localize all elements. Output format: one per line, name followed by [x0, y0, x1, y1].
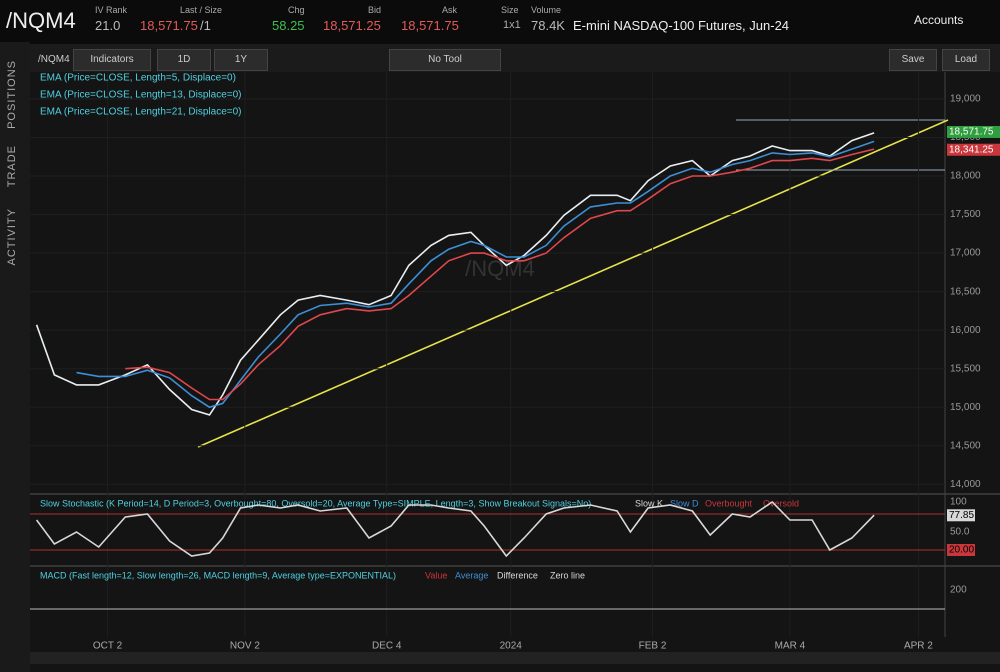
x-tick-label: NOV 2 [230, 641, 260, 652]
x-tick-label: MAR 4 [775, 641, 806, 652]
value: 18,571.75 [401, 18, 459, 33]
y-tick-label: 100 [950, 497, 967, 508]
indicator-title: MACD (Fast length=12, Slow length=26, MA… [40, 570, 396, 580]
save-button[interactable]: Save [889, 49, 937, 71]
scrollbar[interactable] [30, 652, 1000, 664]
price-marker [947, 143, 1000, 156]
series-line [76, 140, 875, 409]
value: 18,571.25 [323, 18, 381, 33]
value-marker [947, 544, 975, 556]
legend-entry: EMA (Price=CLOSE, Length=5, Displace=0) [40, 73, 236, 84]
chart: /NQM4 14,00014,50015,00015,50016,00016,5… [30, 72, 1000, 672]
value: 18,571.75 [140, 18, 198, 33]
label: Size [501, 5, 519, 15]
label: Volume [531, 5, 562, 15]
toolbar-symbol: /NQM4 [38, 54, 70, 65]
legend-entry: Zero line [550, 570, 585, 580]
legend-entry: Difference [497, 570, 538, 580]
label: Ask [442, 5, 458, 15]
price-marker [947, 125, 1000, 138]
trend-line [197, 119, 949, 448]
x-tick-label: OCT 2 [93, 641, 123, 652]
symbol: /NQM4 [6, 8, 76, 33]
legend-entry: Average [455, 570, 488, 580]
y-tick-label: 14,000 [950, 479, 981, 490]
label: Bid [368, 5, 382, 15]
y-tick-label: 18,000 [950, 171, 981, 182]
tab[interactable]: TRADE [6, 145, 18, 188]
price-marker-label: 18,341.25 [949, 144, 994, 155]
value: 1x1 [503, 19, 521, 31]
range-select[interactable]: 1Y [214, 49, 268, 71]
value: 21.0 [95, 18, 121, 33]
sidebar [0, 42, 30, 672]
legend-entry: Slow K [635, 498, 663, 508]
y-tick-label: 200 [950, 585, 967, 596]
x-tick-label: 2024 [500, 641, 523, 652]
series-line [35, 132, 875, 416]
value: 78.4K [531, 18, 565, 33]
value-marker-label: 77.85 [949, 510, 974, 521]
y-tick-label: 50.0 [950, 527, 970, 538]
label: IV Rank [95, 5, 128, 15]
description: E-mini NASDAQ-100 Futures, Jun-24 [573, 18, 790, 33]
tool-select[interactable]: No Tool [389, 49, 501, 71]
series-line [125, 148, 875, 401]
tab[interactable]: POSITIONS [6, 60, 18, 129]
legend-entry: Value [425, 570, 447, 580]
x-tick-label: DEC 4 [372, 641, 402, 652]
y-tick-label: 16,500 [950, 286, 981, 297]
x-tick-label: APR 2 [904, 641, 933, 652]
indicator-title: Slow Stochastic (K Period=14, D Period=3… [40, 498, 591, 508]
x-tick-label: FEB 2 [639, 641, 667, 652]
load-button[interactable]: Load [942, 49, 990, 71]
label: Chg [288, 5, 305, 15]
value-marker [947, 509, 975, 522]
tab[interactable]: ACTIVITY [6, 208, 18, 266]
legend-entry: EMA (Price=CLOSE, Length=13, Displace=0) [40, 90, 242, 101]
label: Last / Size [180, 5, 223, 15]
background [30, 72, 1000, 672]
legend-entry: Oversold [763, 498, 799, 508]
legend-entry: Overbought [705, 498, 753, 508]
y-tick-label: 15,500 [950, 363, 981, 374]
y-tick-label: 16,000 [950, 325, 981, 336]
y-tick-label: 14,500 [950, 440, 981, 451]
value: /1 [200, 18, 211, 33]
price-marker-label: 18,571.75 [949, 127, 994, 138]
series-line [35, 500, 875, 558]
indicators-button[interactable]: Indicators [73, 49, 151, 71]
y-tick-label: 15,000 [950, 402, 981, 413]
y-tick-label: 19,000 [950, 94, 981, 105]
legend-entry: Slow D [670, 498, 699, 508]
y-tick-label: 17,000 [950, 248, 981, 259]
legend-entry: EMA (Price=CLOSE, Length=21, Displace=0) [40, 107, 242, 118]
value: 58.25 [272, 18, 305, 33]
y-tick-label: 17,500 [950, 209, 981, 220]
value-marker-label: 20.00 [949, 545, 974, 556]
interval-select[interactable]: 1D [157, 49, 211, 71]
accounts-menu[interactable]: Accounts [914, 13, 964, 27]
